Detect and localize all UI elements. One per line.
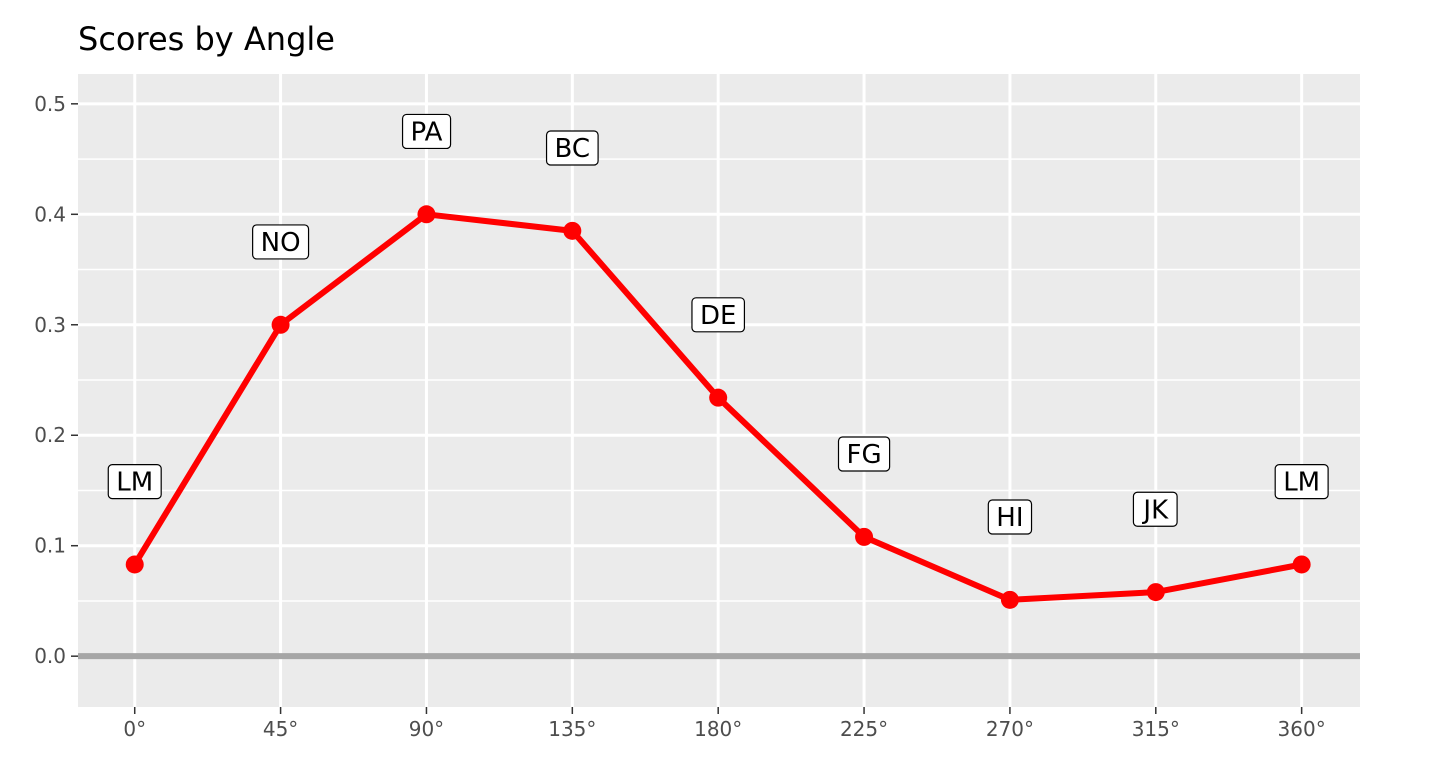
point-label-box — [987, 499, 1033, 535]
point-label: LM — [107, 464, 162, 500]
data-point — [125, 555, 144, 574]
point-label: PA — [401, 113, 452, 150]
point-label: JK — [1132, 491, 1178, 527]
data-point — [563, 221, 582, 240]
y-tick-label: 0.5 — [34, 92, 66, 116]
point-label-box — [691, 297, 746, 333]
point-label-text: HI — [996, 503, 1023, 533]
y-tick-label: 0.1 — [34, 534, 66, 558]
x-tick-label: 45° — [263, 717, 298, 741]
point-label-box — [545, 130, 599, 166]
x-tick-label: 0° — [123, 717, 146, 741]
point-label-text: LM — [116, 468, 153, 498]
x-tick-label: 180° — [694, 717, 742, 741]
data-point — [1292, 555, 1311, 574]
x-tick-label: 315° — [1132, 717, 1180, 741]
data-point — [1000, 590, 1019, 609]
grid-lines — [78, 74, 1360, 707]
data-point — [855, 527, 874, 546]
axes: 0.0 0.1 0.2 0.3 0.4 0.5 0° 45° 90° 135° 180° 225° 27… — [34, 92, 1326, 741]
point-label-box — [1132, 491, 1178, 527]
point-label-box — [837, 436, 891, 472]
point-label-text: JK — [1141, 495, 1169, 525]
y-tick-label: 0.4 — [34, 202, 66, 226]
data-point — [271, 315, 290, 334]
point-label-box — [252, 224, 310, 260]
data-point — [1146, 583, 1165, 602]
y-tick-label: 0.3 — [34, 313, 66, 337]
point-label-text: DE — [700, 301, 736, 331]
point-label-box — [1274, 464, 1329, 500]
point-label: BC — [545, 130, 599, 166]
point-label: HI — [987, 499, 1033, 535]
point-label-box — [401, 113, 452, 150]
point-label: LM — [1274, 464, 1329, 500]
point-labels: LM NO PA BC DE FG HI JK LM — [107, 113, 1329, 535]
point-label-text: PA — [411, 117, 443, 147]
y-tick-label: 0.2 — [34, 423, 66, 447]
y-tick-label: 0.0 — [34, 644, 66, 668]
point-label: DE — [691, 297, 746, 333]
x-tick-label: 270° — [986, 717, 1034, 741]
x-tick-label: 90° — [409, 717, 444, 741]
point-label-text: LM — [1283, 468, 1320, 498]
chart-title: Scores by Angle — [78, 20, 335, 58]
x-tick-label: 360° — [1278, 717, 1326, 741]
point-label-text: NO — [261, 228, 301, 258]
x-tick-label: 135° — [548, 717, 596, 741]
point-label: FG — [837, 436, 891, 472]
data-point — [417, 205, 436, 224]
point-label-text: FG — [847, 440, 882, 470]
point-label-text: BC — [555, 134, 591, 164]
series-group — [125, 205, 1311, 609]
data-point — [709, 388, 728, 407]
point-label: NO — [252, 224, 310, 260]
point-label-box — [107, 464, 162, 500]
x-tick-label: 225° — [840, 717, 888, 741]
